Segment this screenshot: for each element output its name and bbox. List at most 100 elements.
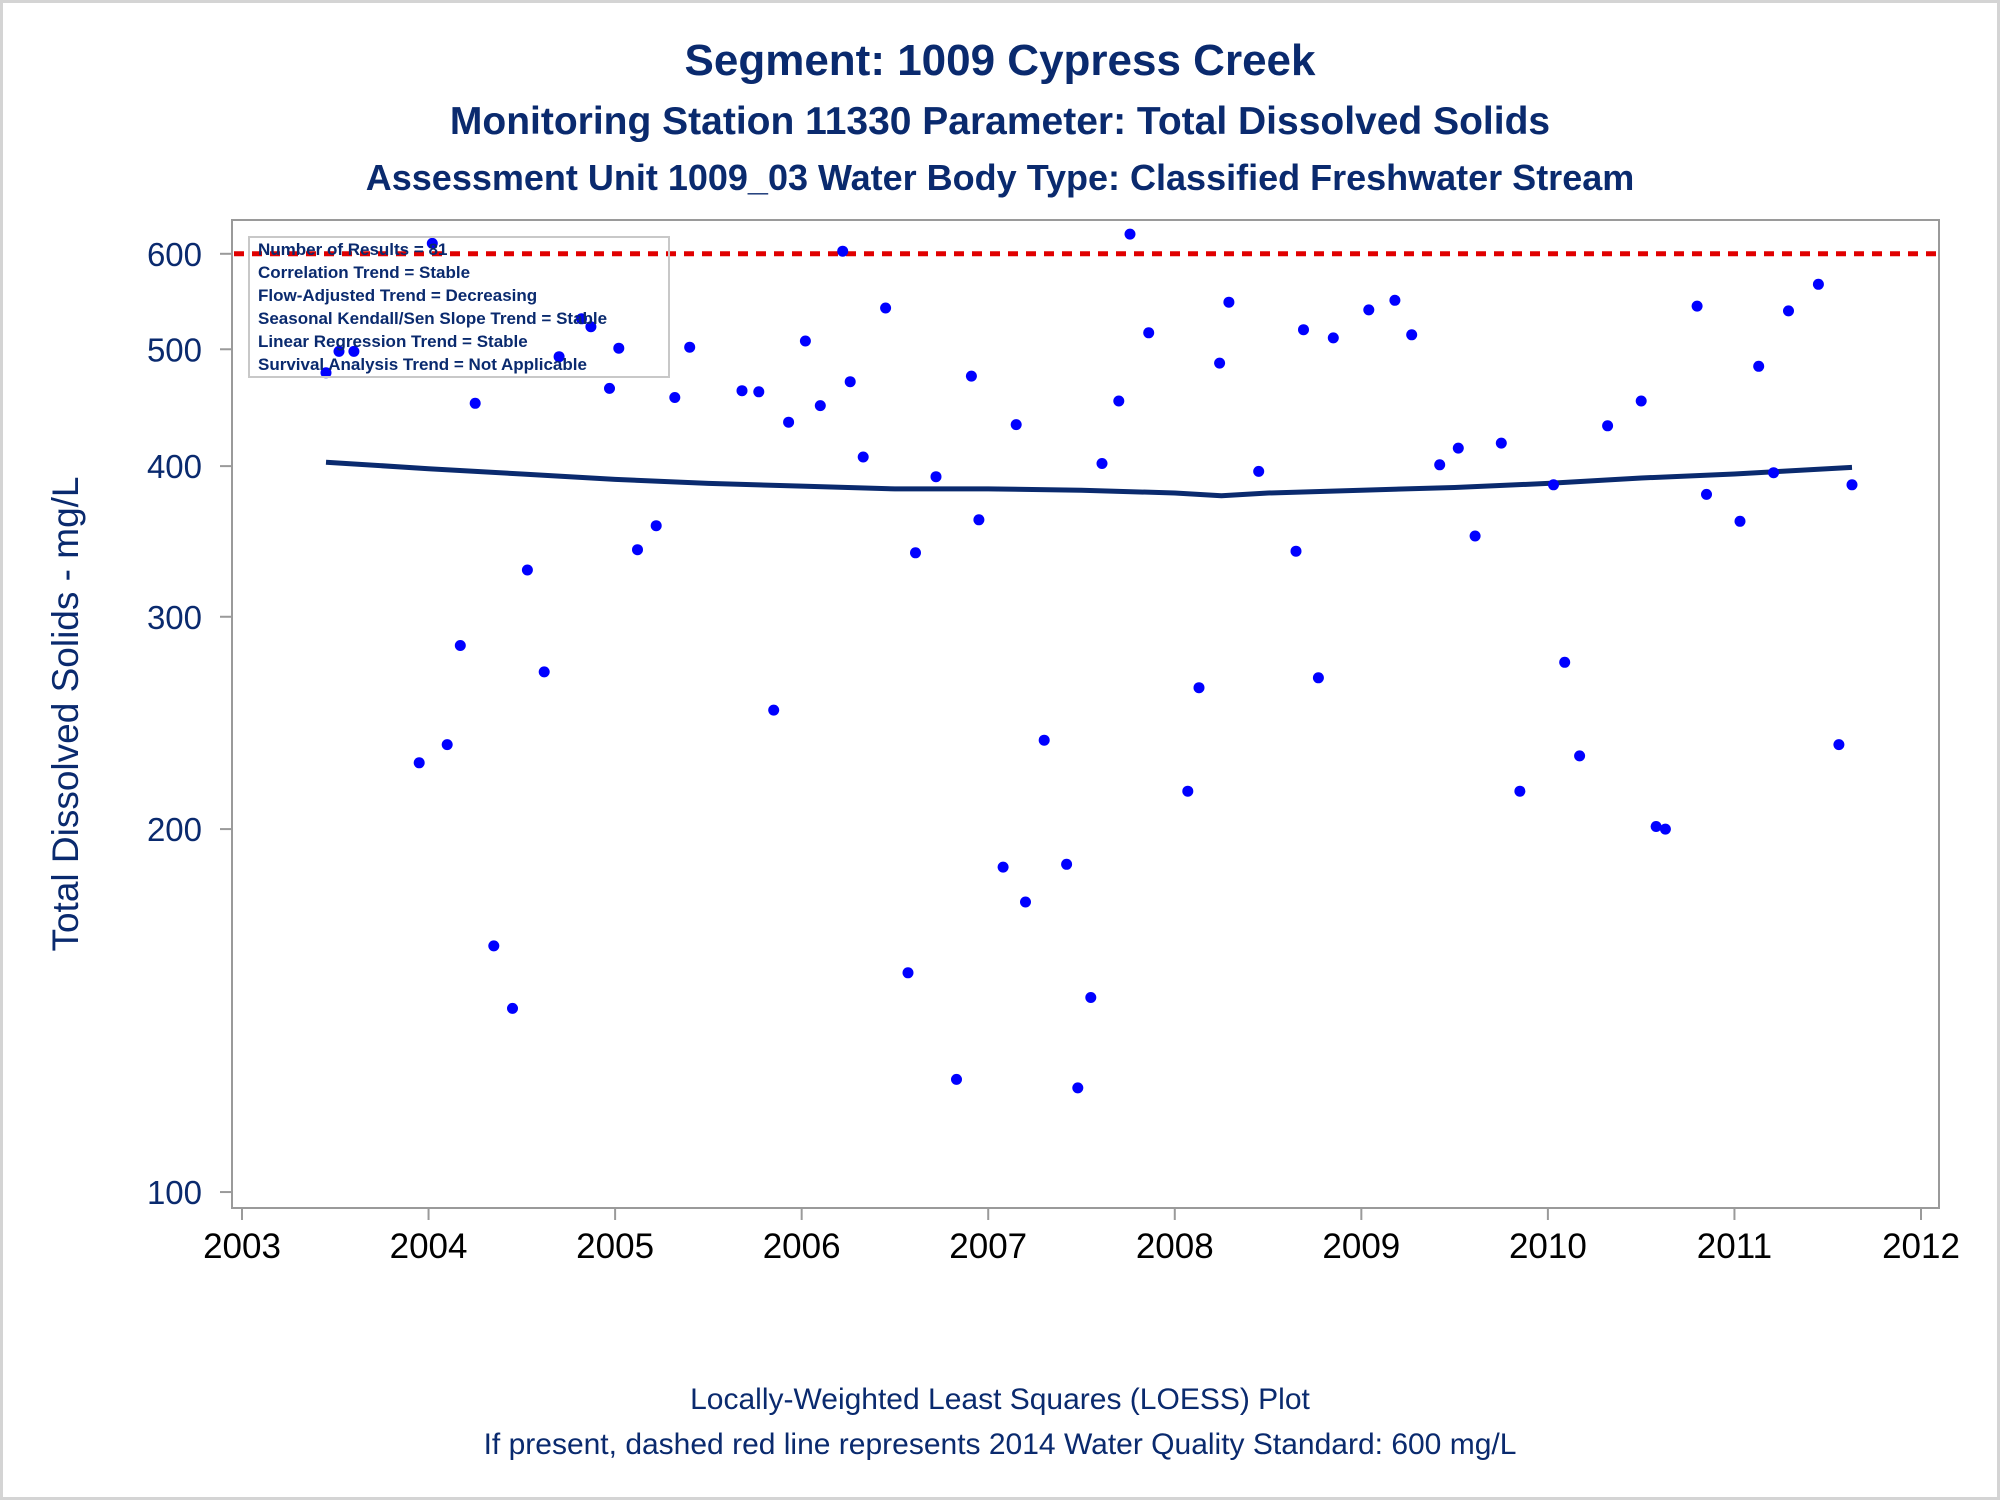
stat-flow-adjusted-trend: Flow-Adjusted Trend = Decreasing [258, 286, 538, 305]
data-point [1389, 294, 1401, 306]
data-point [910, 547, 921, 559]
data-point [1363, 304, 1375, 316]
stat-linear-regression-trend: Linear Regression Trend = Stable [258, 332, 528, 351]
data-point [1659, 823, 1671, 835]
data-point [1312, 672, 1324, 684]
x-tick-label: 2011 [1697, 1227, 1772, 1266]
data-point [1701, 488, 1712, 500]
data-point [736, 385, 748, 397]
data-point [1812, 278, 1824, 290]
data-points-group [320, 228, 1858, 1094]
data-point [333, 345, 345, 357]
data-point [320, 367, 332, 379]
chart-title: Segment: 1009 Cypress Creek [684, 36, 1316, 85]
data-point [1783, 305, 1794, 317]
y-tick-label: 100 [147, 1174, 202, 1211]
chart-subtitle-station: Monitoring Station 11330 Parameter: Tota… [449, 100, 1551, 143]
data-point [1020, 896, 1031, 908]
data-point [1096, 458, 1108, 469]
data-point [1650, 821, 1662, 832]
loess-curve [325, 459, 1853, 499]
data-point [1846, 479, 1858, 491]
data-point [488, 940, 500, 952]
data-point [1833, 739, 1845, 751]
data-point [441, 739, 453, 751]
data-point [844, 376, 856, 388]
data-point [1548, 479, 1559, 491]
data-point [1635, 395, 1647, 407]
stat-number-of-results: Number of Results = 81 [258, 240, 448, 259]
data-point [902, 967, 914, 979]
x-tick-label: 2009 [1322, 1227, 1400, 1266]
axes: 2003 2004 2005 2006 2007 2008 2009 2010 2011 2012… [147, 236, 1960, 1266]
data-point [799, 335, 811, 347]
data-point [1214, 357, 1226, 369]
data-point [348, 345, 360, 357]
data-point [880, 302, 892, 314]
data-point [1602, 420, 1614, 432]
stat-correlation-trend: Correlation Trend = Stable [258, 263, 471, 282]
loess-curve-group [325, 459, 1853, 499]
stat-survival-analysis-trend: Survival Analysis Trend = Not Applicable [258, 355, 587, 374]
y-tick-label: 300 [147, 599, 202, 636]
data-point [1223, 296, 1235, 308]
data-point [1434, 459, 1446, 471]
data-point [1253, 465, 1265, 477]
data-point [469, 397, 481, 409]
data-point [521, 564, 533, 576]
data-point [1753, 360, 1765, 372]
data-point [684, 341, 696, 353]
data-point [1124, 228, 1136, 240]
data-point [1495, 437, 1507, 449]
data-point [1298, 324, 1309, 336]
chart-subtitle-assessment: Assessment Unit 1009_03 Water Body Type:… [365, 157, 1635, 198]
data-point [1514, 785, 1526, 797]
x-tick-label: 2005 [576, 1227, 654, 1266]
data-point [973, 514, 985, 526]
data-point [538, 666, 550, 678]
y-tick-label: 400 [147, 448, 202, 485]
data-point [507, 1002, 518, 1014]
footnote-loess: Locally-Weighted Least Squares (LOESS) P… [690, 1383, 1310, 1416]
data-point [951, 1073, 962, 1085]
data-point [1327, 332, 1339, 344]
data-point [669, 392, 681, 403]
stat-seasonal-kendall-trend: Seasonal Kendall/Sen Slope Trend = Stabl… [258, 309, 608, 328]
trend-statistics-box: Number of Results = 81 Correlation Trend… [248, 236, 670, 378]
data-point [604, 382, 615, 394]
data-point [814, 400, 826, 412]
data-point [1559, 656, 1571, 668]
data-point [768, 704, 780, 716]
x-tick-label: 2004 [390, 1227, 468, 1266]
data-point [1768, 467, 1780, 479]
y-tick-label: 600 [147, 236, 202, 273]
data-point [965, 370, 977, 382]
data-point [1061, 858, 1073, 870]
footnote-standard: If present, dashed red line represents 2… [483, 1428, 1517, 1461]
data-point [1010, 419, 1022, 431]
x-tick-label: 2007 [949, 1227, 1027, 1266]
y-tick-label: 500 [147, 331, 202, 368]
data-point [1406, 329, 1418, 341]
data-point [613, 342, 625, 354]
data-point [1193, 682, 1205, 694]
data-point [1452, 442, 1464, 454]
data-point [632, 544, 643, 556]
data-point [413, 757, 425, 769]
y-axis-label: Total Dissolved Solids - mg/L [45, 476, 86, 951]
x-tick-label: 2012 [1882, 1227, 1960, 1266]
data-point [1691, 300, 1703, 312]
data-point [1072, 1082, 1084, 1094]
data-point [426, 237, 438, 249]
data-point [1143, 327, 1155, 339]
data-point [837, 245, 849, 257]
y-tick-label: 200 [147, 811, 202, 848]
data-point [553, 351, 565, 363]
x-tick-label: 2010 [1509, 1227, 1587, 1266]
data-point [930, 471, 942, 483]
plot-area [231, 219, 1940, 1209]
data-point [650, 520, 662, 532]
data-point [1113, 395, 1125, 407]
